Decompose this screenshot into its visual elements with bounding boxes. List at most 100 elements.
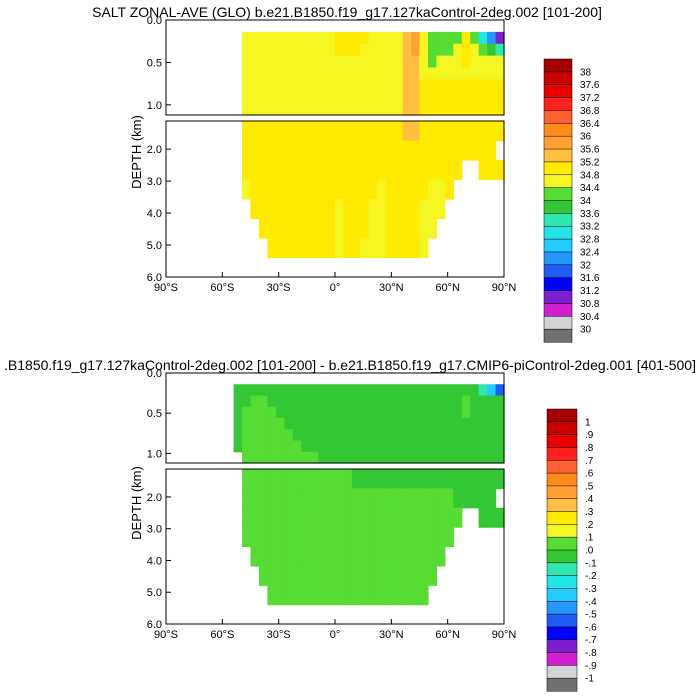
- heatmap-upper-cell: [470, 406, 480, 419]
- heatmap-upper-cell: [275, 429, 285, 442]
- heatmap-lower-cell: [335, 565, 345, 586]
- heatmap-lower-cell: [242, 179, 252, 200]
- x-tick-label: 30°S: [267, 282, 291, 294]
- colorbar-swatch: [546, 434, 578, 449]
- heatmap-lower-cell: [368, 160, 378, 181]
- heatmap-upper-cell: [394, 55, 404, 69]
- heatmap-upper-cell: [470, 451, 480, 464]
- heatmap-upper-cell: [258, 429, 268, 442]
- heatmap-upper-cell: [343, 451, 353, 464]
- heatmap-upper-cell: [377, 384, 387, 397]
- heatmap-lower-cell: [250, 546, 260, 567]
- y-tick-label: 3.0: [147, 524, 162, 536]
- heatmap-lower-cell: [385, 121, 395, 142]
- heatmap-lower-cell: [326, 488, 336, 509]
- heatmap-upper-cell: [478, 451, 488, 464]
- heatmap-upper-cell: [326, 440, 336, 453]
- heatmap-upper-cell: [267, 67, 277, 80]
- heatmap-upper-cell: [250, 384, 260, 397]
- heatmap-lower-cell: [242, 140, 252, 161]
- heatmap-lower-cell: [301, 140, 311, 161]
- heatmap-upper-cell: [284, 395, 294, 408]
- heatmap-upper-cell: [419, 67, 429, 80]
- panel-salt-difference: .B1850.f19_g17.127kaControl-2deg.002 [10…: [4, 357, 696, 692]
- heatmap-lower-cell: [267, 199, 277, 220]
- heatmap-upper-cell: [453, 67, 463, 80]
- heatmap-upper-cell: [258, 67, 268, 80]
- heatmap-lower-cell: [453, 160, 463, 181]
- heatmap-lower-cell: [267, 160, 277, 181]
- heatmap-upper-cell: [495, 31, 505, 45]
- heatmap-lower-cell: [444, 488, 454, 509]
- heatmap-upper-cell: [461, 103, 471, 116]
- heatmap-lower-cell: [258, 546, 268, 567]
- colorbar-swatch: [546, 588, 578, 602]
- heatmap-lower-cell: [478, 507, 488, 528]
- heatmap-upper-cell: [461, 67, 471, 80]
- heatmap-upper-cell: [478, 91, 488, 104]
- heatmap-lower-cell: [309, 469, 319, 489]
- heatmap-lower-cell: [394, 546, 404, 567]
- heatmap-upper-cell: [318, 429, 328, 442]
- colorbar-label: 32: [580, 260, 592, 271]
- heatmap-lower-cell: [402, 585, 412, 606]
- heatmap-lower-cell: [478, 140, 488, 161]
- heatmap-lower-cell: [292, 199, 302, 220]
- heatmap-upper-cell: [427, 79, 437, 92]
- heatmap-upper-cell: [258, 418, 268, 430]
- heatmap-upper-cell: [436, 429, 446, 442]
- heatmap-upper-cell: [461, 31, 471, 45]
- heatmap-lower-cell: [275, 585, 285, 606]
- heatmap-upper-cell: [351, 103, 361, 116]
- heatmap-upper-cell: [309, 31, 319, 45]
- heatmap-lower-cell: [427, 469, 437, 489]
- heatmap-lower-cell: [301, 527, 311, 548]
- colorbar-label: -.3: [585, 584, 597, 595]
- heatmap-upper-cell: [292, 440, 302, 453]
- heatmap-lower-cell: [360, 160, 370, 181]
- heatmap-upper-cell: [402, 429, 412, 442]
- heatmap-upper-cell: [258, 395, 268, 408]
- x-tick-label: 0°: [330, 282, 341, 294]
- heatmap-lower-cell: [495, 469, 505, 489]
- heatmap-upper-cell: [360, 429, 370, 442]
- heatmap-upper-cell: [385, 451, 395, 464]
- heatmap-upper-cell: [301, 418, 311, 430]
- heatmap-upper-cell: [453, 451, 463, 464]
- colorbar-label: .4: [585, 494, 594, 505]
- heatmap-lower-cell: [335, 527, 345, 548]
- heatmap-upper-cell: [487, 384, 497, 397]
- heatmap-upper-cell: [470, 67, 480, 80]
- heatmap-lower-cell: [470, 140, 480, 161]
- heatmap-upper-cell: [351, 31, 361, 45]
- heatmap-upper-cell: [385, 55, 395, 69]
- heatmap-upper-cell: [444, 43, 454, 57]
- heatmap-lower-cell: [402, 507, 412, 528]
- heatmap-upper-cell: [275, 31, 285, 45]
- heatmap-lower-cell: [267, 179, 277, 200]
- heatmap-upper-cell: [402, 406, 412, 419]
- heatmap-lower-cell: [343, 199, 353, 220]
- heatmap-upper-cell: [326, 451, 336, 464]
- colorbar-swatch: [546, 601, 578, 615]
- heatmap-lower-cell: [487, 507, 497, 528]
- heatmap-lower-cell: [335, 585, 345, 606]
- heatmap-upper-cell: [487, 43, 497, 57]
- heatmap-upper-cell: [309, 451, 319, 464]
- colorbar-label: 30: [580, 325, 592, 336]
- colorbar-swatch: [546, 485, 578, 500]
- heatmap-lower-cell: [444, 179, 454, 200]
- heatmap-upper-cell: [292, 67, 302, 80]
- heatmap-lower-cell: [258, 565, 268, 586]
- heatmap-lower-cell: [343, 585, 353, 606]
- heatmap-upper-cell: [368, 91, 378, 104]
- heatmap-upper-cell: [402, 67, 412, 80]
- heatmap-upper-cell: [495, 103, 505, 116]
- heatmap-lower-cell: [250, 121, 260, 142]
- heatmap-upper-cell: [267, 418, 277, 430]
- colorbar-swatch: [546, 613, 578, 628]
- heatmap-upper-cell: [301, 67, 311, 80]
- heatmap-upper-cell: [309, 384, 319, 397]
- y-tick-label: 2.0: [147, 144, 162, 156]
- heatmap-lower-cell: [275, 238, 285, 259]
